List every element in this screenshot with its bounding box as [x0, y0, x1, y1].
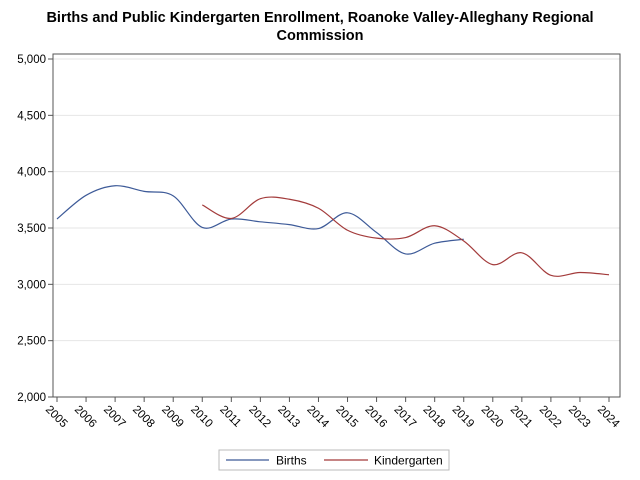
x-tick-label: 2015: [333, 404, 360, 431]
y-tick-label: 4,500: [17, 110, 46, 122]
y-tick-label: 3,500: [17, 223, 46, 235]
series-lines: [56, 185, 610, 277]
y-tick-label: 2,500: [17, 336, 46, 348]
x-tick-label: 2016: [362, 404, 389, 431]
legend-label-kindergarten: Kindergarten: [374, 454, 443, 468]
x-tick-label: 2019: [450, 404, 477, 431]
x-tick-label: 2012: [246, 404, 273, 431]
chart-title-line-2: Commission: [276, 28, 364, 44]
x-tick-label: 2010: [188, 404, 215, 431]
x-tick-label: 2007: [101, 404, 128, 431]
chart-title-line-1: Births and Public Kindergarten Enrollmen…: [46, 10, 594, 26]
x-tick-label: 2013: [275, 404, 302, 431]
x-axis: 2005 2006 2007 2008 2009 2010 2011 2012 2013 2014…: [43, 397, 622, 431]
series-line-kindergarten: [201, 196, 610, 277]
y-tick-label: 5,000: [17, 54, 46, 66]
y-axis: 2,000 2,500 3,000 3,500 4,000 4,500 5,000: [17, 54, 53, 404]
legend-label-births: Births: [276, 454, 307, 468]
plot-frame: [52, 53, 621, 398]
series-line-births: [56, 185, 464, 255]
chart-title: Births and Public Kindergarten Enrollmen…: [0, 9, 640, 45]
x-tick-label: 2021: [508, 404, 535, 431]
x-tick-label: 2006: [72, 404, 99, 431]
x-tick-label: 2022: [537, 404, 564, 431]
y-tick-label: 2,000: [17, 392, 46, 404]
gridlines: [53, 58, 620, 342]
y-tick-label: 4,000: [17, 167, 46, 179]
x-tick-label: 2009: [159, 404, 186, 431]
x-tick-label: 2023: [566, 404, 593, 431]
y-tick-label: 3,000: [17, 279, 46, 291]
x-tick-label: 2017: [392, 404, 419, 431]
legend: Births Kindergarten: [218, 449, 450, 471]
x-tick-label: 2008: [130, 404, 157, 431]
x-tick-label: 2014: [304, 404, 331, 431]
x-tick-label: 2011: [217, 404, 243, 430]
x-tick-label: 2024: [595, 404, 622, 431]
x-tick-label: 2005: [43, 404, 70, 431]
x-tick-label: 2018: [421, 404, 448, 431]
x-tick-label: 2020: [479, 404, 506, 431]
